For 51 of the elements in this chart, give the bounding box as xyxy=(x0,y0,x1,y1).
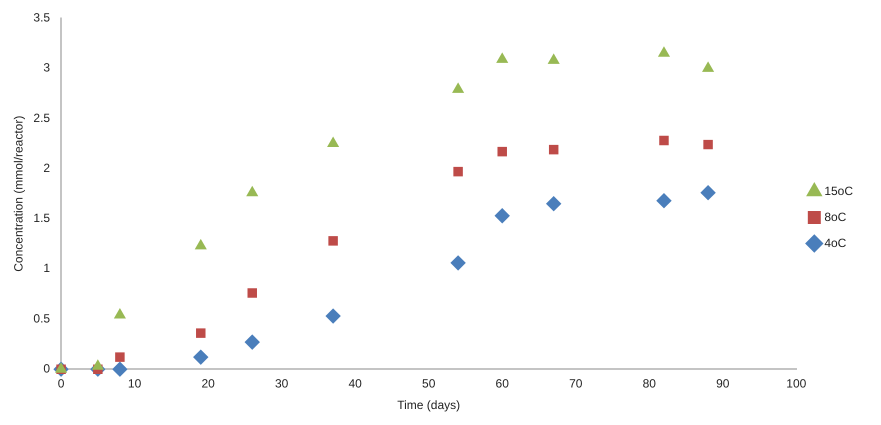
x-axis-title: Time (days) xyxy=(397,398,460,412)
point xyxy=(248,288,257,298)
point xyxy=(497,146,507,156)
point xyxy=(112,362,128,377)
point xyxy=(700,185,716,200)
point xyxy=(656,193,672,208)
x-tick-label: 10 xyxy=(128,376,142,391)
point xyxy=(702,62,714,72)
point xyxy=(548,54,560,64)
y-axis-title: Concentration (mmol/reactor) xyxy=(12,116,26,272)
legend-label: 8oC xyxy=(824,210,847,224)
x-tick-label: 40 xyxy=(348,376,362,391)
point xyxy=(450,255,466,270)
point xyxy=(494,208,510,224)
point xyxy=(452,82,464,93)
point xyxy=(193,350,208,365)
point xyxy=(196,328,206,338)
x-tick-label: 90 xyxy=(716,376,730,391)
point xyxy=(246,186,258,196)
x-tick-label: 0 xyxy=(58,376,65,391)
point xyxy=(244,334,260,350)
point xyxy=(328,236,338,246)
x-tick-label: 60 xyxy=(496,376,510,391)
point xyxy=(659,136,669,146)
x-tick-label: 80 xyxy=(642,376,656,391)
point xyxy=(548,144,558,154)
y-tick-label: 2.5 xyxy=(33,110,50,125)
legend-label: 15oC xyxy=(824,184,854,198)
point xyxy=(195,239,206,250)
y-tick-label: 2 xyxy=(43,160,50,175)
y-tick-label: 1 xyxy=(43,261,50,276)
x-tick-label: 20 xyxy=(201,376,216,391)
y-tick-label: 0.5 xyxy=(33,311,50,326)
y-tick-label: 1.5 xyxy=(33,211,50,226)
point xyxy=(114,308,126,319)
y-tick-label: 3 xyxy=(43,60,50,75)
y-tick-label: 3.5 xyxy=(33,10,50,25)
x-tick-label: 70 xyxy=(569,376,583,391)
x-tick-label: 50 xyxy=(422,376,436,391)
point xyxy=(326,308,341,324)
legend-label: 4oC xyxy=(824,236,847,250)
point xyxy=(658,46,670,57)
point xyxy=(546,196,562,212)
point xyxy=(115,352,125,362)
point xyxy=(703,140,713,150)
x-tick-label: 30 xyxy=(274,376,289,391)
y-tick-label: 0 xyxy=(43,362,50,376)
point xyxy=(327,137,339,148)
point xyxy=(496,52,508,63)
point xyxy=(453,166,463,176)
x-tick-label: 100 xyxy=(786,376,807,391)
